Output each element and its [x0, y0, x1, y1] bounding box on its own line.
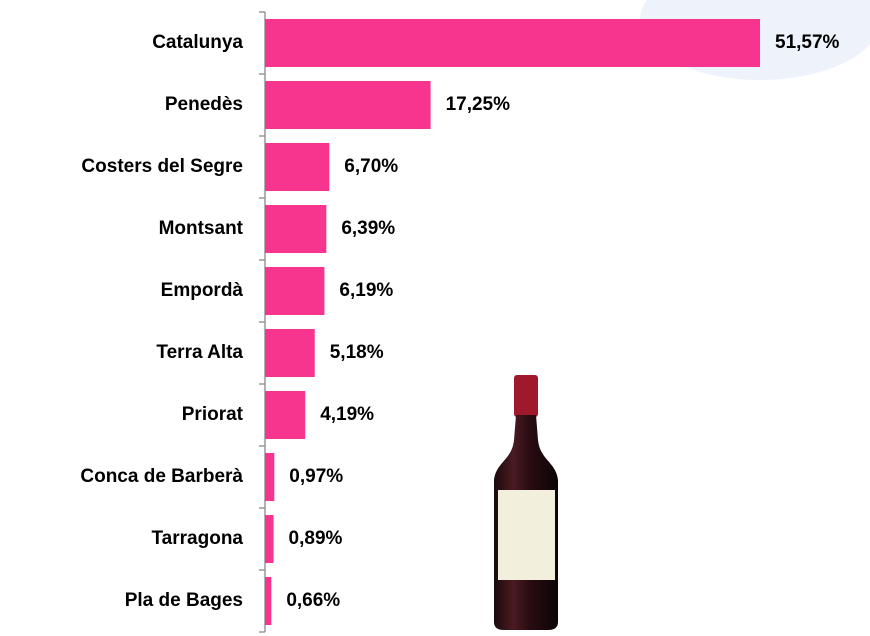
- bar: [265, 19, 760, 67]
- category-label: Terra Alta: [156, 342, 243, 363]
- page: {"chart_data": {"type": "bar", "orientat…: [0, 0, 870, 636]
- category-label: Priorat: [182, 404, 244, 425]
- bar: [265, 81, 431, 129]
- bar: [265, 267, 324, 315]
- category-label: Penedès: [165, 94, 243, 115]
- value-label: 6,70%: [344, 156, 398, 177]
- value-label: 0,97%: [289, 466, 343, 487]
- value-label: 51,57%: [775, 32, 840, 53]
- value-label: 17,25%: [446, 94, 511, 115]
- bar: [265, 391, 305, 439]
- category-label: Conca de Barberà: [80, 466, 243, 487]
- bottle-capsule: [514, 375, 538, 417]
- value-label: 5,18%: [330, 342, 384, 363]
- category-label: Montsant: [159, 218, 244, 239]
- bottle: [494, 375, 558, 630]
- value-label: 0,89%: [289, 528, 343, 549]
- bar: [265, 453, 274, 501]
- chart: Catalunya 51,57% Penedès 17,25% Costers del …: [0, 0, 870, 636]
- bottle-label: [498, 490, 555, 580]
- category-label: Pla de Bages: [125, 590, 243, 611]
- value-label: 6,39%: [341, 218, 395, 239]
- value-label: 6,19%: [339, 280, 393, 301]
- value-label: 4,19%: [320, 404, 374, 425]
- value-label: 0,66%: [286, 590, 340, 611]
- category-label: Catalunya: [152, 32, 243, 53]
- bar: [265, 329, 315, 377]
- bar: [265, 143, 329, 191]
- bar: [265, 515, 274, 563]
- bar: [265, 205, 326, 253]
- category-label: Costers del Segre: [81, 156, 243, 177]
- category-label: Tarragona: [151, 528, 243, 549]
- category-label: Empordà: [161, 280, 244, 301]
- bar: [265, 577, 271, 625]
